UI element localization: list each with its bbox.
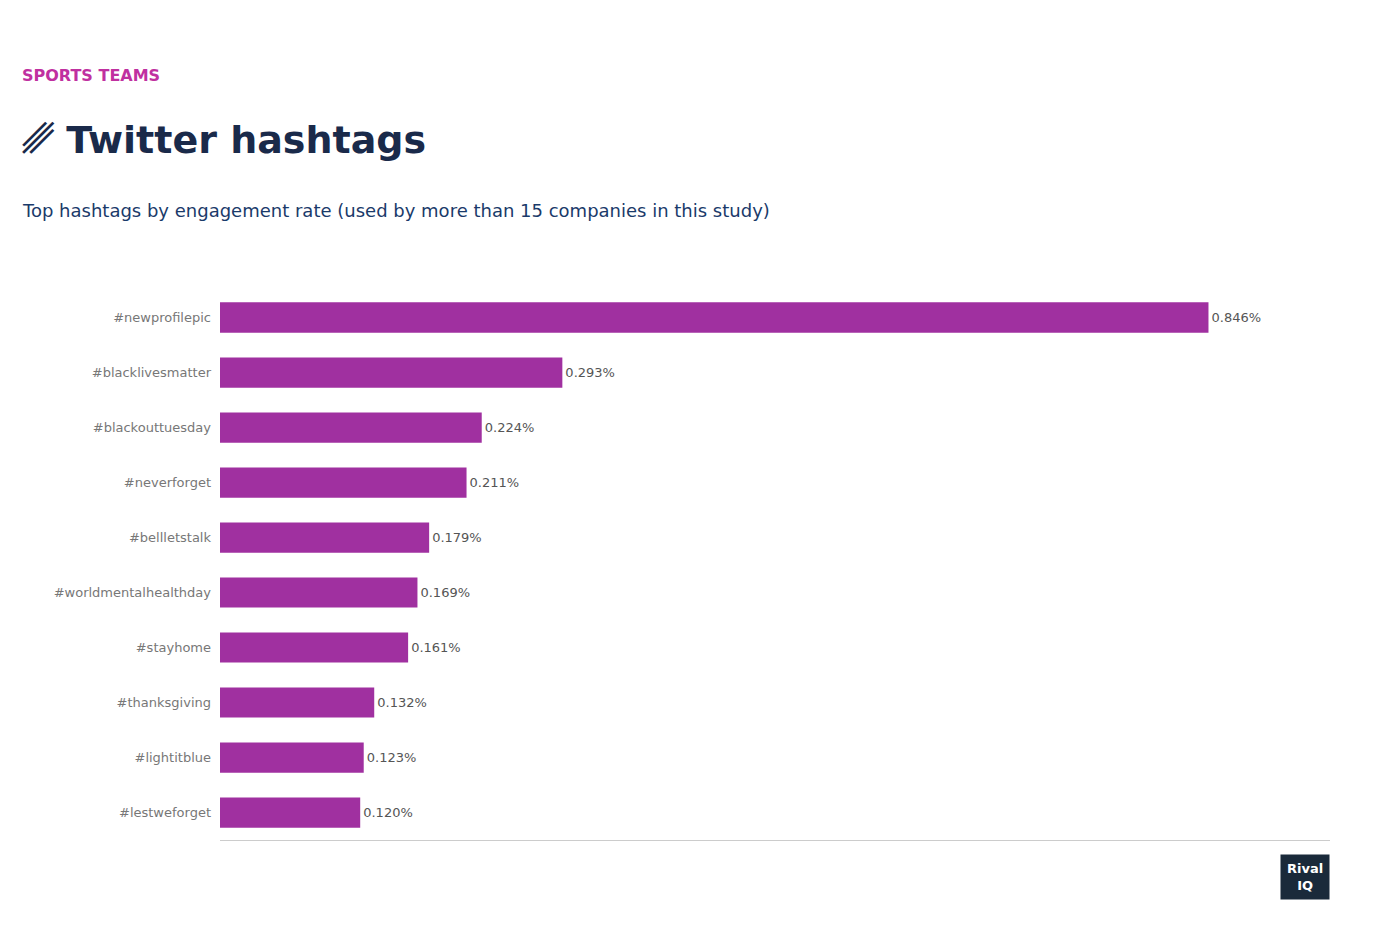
svg-text:#bellletstalk: #bellletstalk [129,530,212,545]
svg-text:0.161%: 0.161% [411,640,461,655]
svg-text:0.179%: 0.179% [432,530,482,545]
svg-text:SPORTS TEAMS: SPORTS TEAMS [22,66,160,85]
svg-text:␥ Twitter hashtags: ␥ Twitter hashtags [22,118,426,162]
svg-text:#stayhome: #stayhome [136,640,211,655]
svg-text:#blackouttuesday: #blackouttuesday [93,420,212,435]
svg-text:#thanksgiving: #thanksgiving [117,695,211,710]
svg-text:0.123%: 0.123% [367,750,417,765]
svg-text:0.132%: 0.132% [377,695,427,710]
svg-text:#neverforget: #neverforget [124,475,211,490]
svg-text:0.120%: 0.120% [363,805,413,820]
svg-text:Top hashtags by engagement rat: Top hashtags by engagement rate (used by… [22,200,770,221]
svg-text:0.224%: 0.224% [485,420,535,435]
svg-text:RivalIQ: RivalIQ [1287,861,1323,893]
svg-text:0.169%: 0.169% [420,585,470,600]
svg-text:0.293%: 0.293% [565,365,615,380]
svg-text:#worldmentalhealthday: #worldmentalhealthday [54,585,212,600]
svg-text:#blacklivesmatter: #blacklivesmatter [92,365,212,380]
svg-text:#newprofilepic: #newprofilepic [113,310,211,325]
svg-text:#lightitblue: #lightitblue [134,750,211,765]
svg-text:0.846%: 0.846% [1211,310,1261,325]
svg-text:0.211%: 0.211% [470,475,520,490]
svg-text:#lestweforget: #lestweforget [119,805,211,820]
